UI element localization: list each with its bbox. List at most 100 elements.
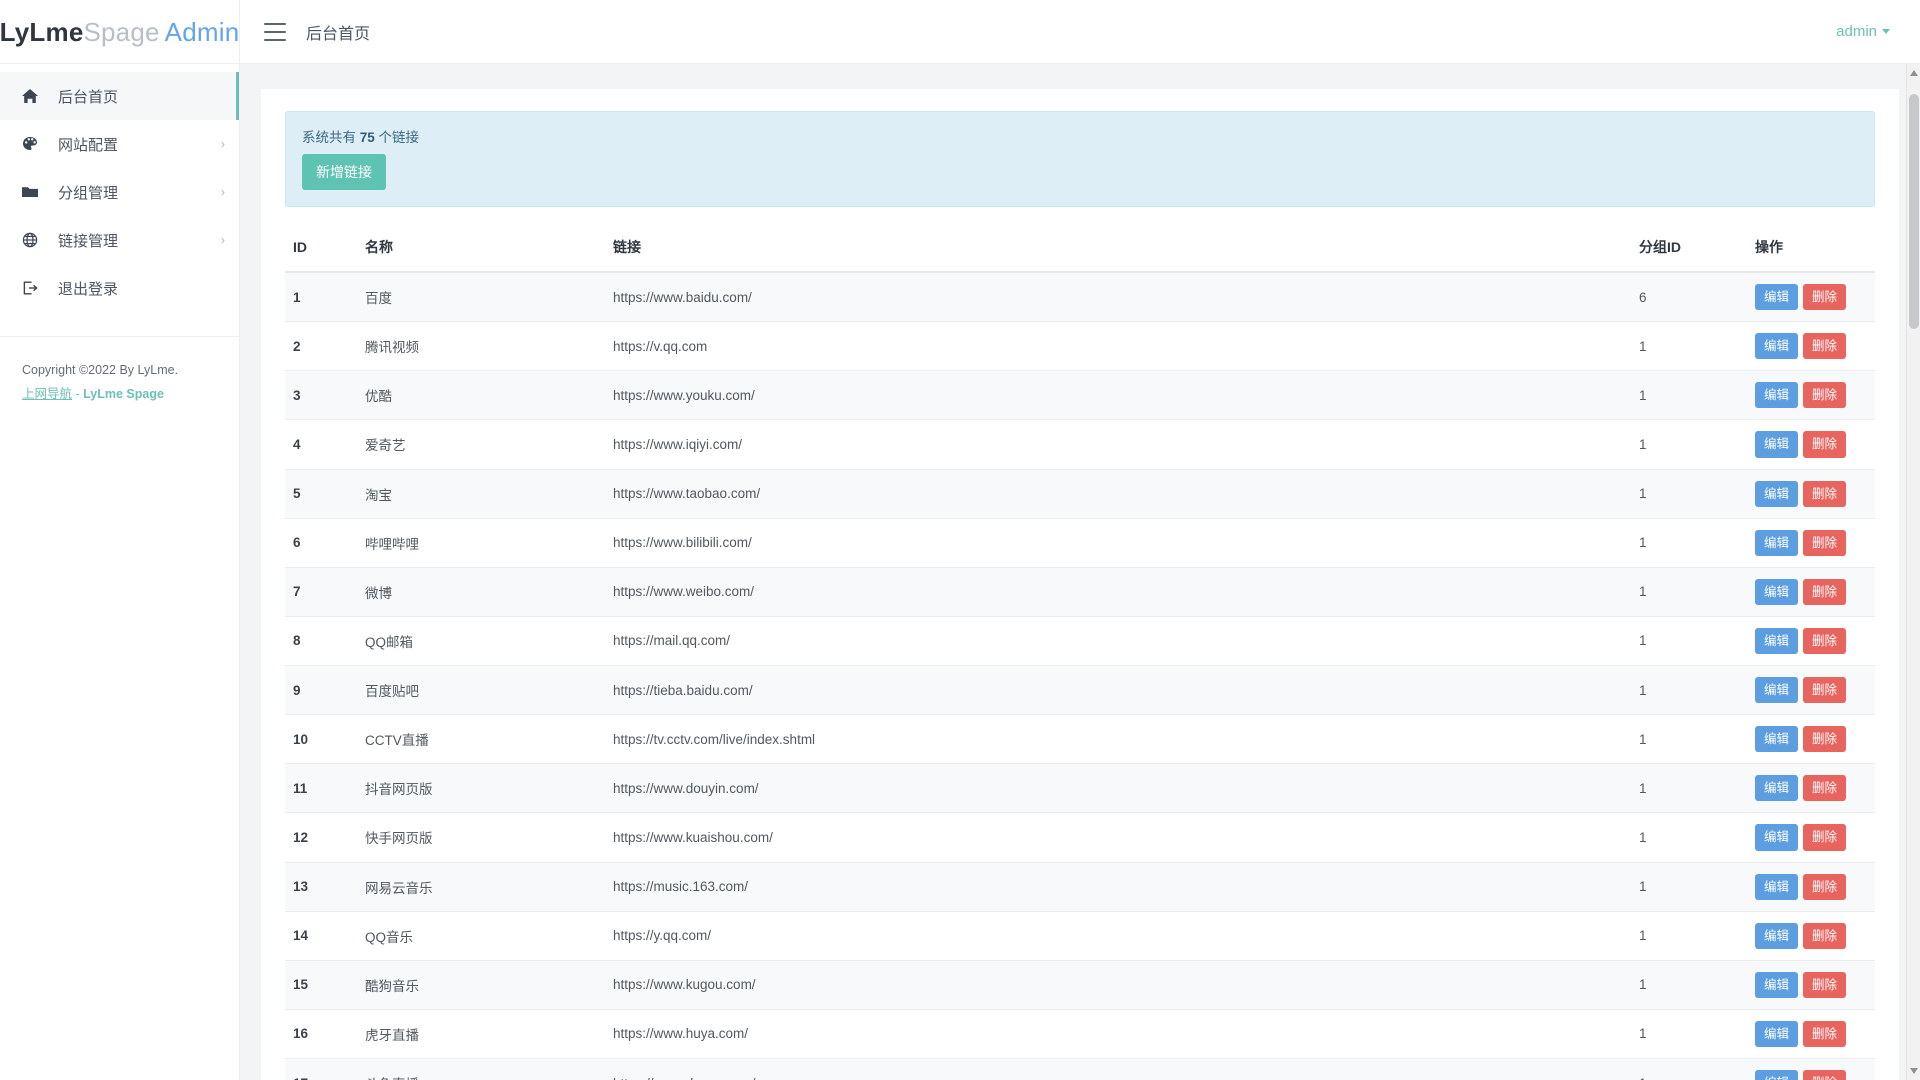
edit-button[interactable]: 编辑 (1755, 726, 1799, 753)
edit-button[interactable]: 编辑 (1755, 775, 1799, 802)
cell-group-id: 6 (1631, 272, 1747, 323)
edit-button[interactable]: 编辑 (1755, 627, 1799, 654)
cell-link: https://www.huya.com/ (605, 1009, 1631, 1060)
delete-button[interactable]: 删除 (1803, 627, 1847, 654)
cell-name: 虎牙直播 (357, 1009, 605, 1060)
cell-name: 百度 (357, 272, 605, 323)
delete-button[interactable]: 删除 (1803, 824, 1847, 851)
sidebar-item-logout[interactable]: 退出登录 (0, 264, 239, 312)
header-link: 链接 (605, 227, 1631, 273)
breadcrumb: 后台首页 (306, 25, 371, 43)
table-row: 8 QQ邮箱 https://mail.qq.com/1 编辑 删除 (285, 616, 1875, 667)
hamburger-bar (264, 30, 286, 33)
table-row: 16 虎牙直播 https://www.huya.com/1 编辑 删除 (285, 1009, 1875, 1060)
edit-button[interactable]: 编辑 (1755, 578, 1799, 605)
delete-button[interactable]: 删除 (1803, 1070, 1847, 1080)
delete-button[interactable]: 删除 (1803, 333, 1847, 360)
cell-actions: 编辑删除 (1747, 911, 1875, 961)
sidebar-divider (0, 336, 239, 337)
cell-group-id: 1 (1631, 763, 1747, 814)
edit-button[interactable]: 编辑 (1755, 1070, 1799, 1080)
edit-button[interactable]: 编辑 (1755, 922, 1799, 949)
cell-name: 快手网页版 (357, 812, 605, 863)
cell-name: CCTV直播 (357, 714, 605, 765)
edit-button[interactable]: 编辑 (1755, 431, 1799, 458)
brand-logo[interactable]: LyLme Spage Admin (0, 0, 240, 64)
table-row: 3 优酷 https://www.youku.com/1 编辑 删除 (285, 370, 1875, 421)
copyright-text: Copyright ©2022 By LyLme. (22, 363, 179, 377)
delete-button[interactable]: 删除 (1803, 431, 1847, 458)
delete-button[interactable]: 删除 (1803, 775, 1847, 802)
hamburger-icon[interactable] (264, 22, 286, 41)
cell-link: https://www.iqiyi.com/ (605, 419, 1631, 470)
delete-button[interactable]: 删除 (1803, 480, 1847, 507)
edit-button[interactable]: 编辑 (1755, 382, 1799, 409)
scroll-down-icon[interactable] (1910, 1068, 1918, 1074)
footer-nav-link[interactable]: 上网导航 (22, 386, 73, 401)
cell-name: 酷狗音乐 (357, 960, 605, 1010)
folder-icon (22, 184, 44, 200)
cell-id: 17 (285, 1058, 357, 1080)
delete-button[interactable]: 删除 (1803, 922, 1847, 949)
cell-id: 11 (285, 763, 357, 814)
delete-button[interactable]: 删除 (1803, 578, 1847, 605)
cell-name: 网易云音乐 (357, 862, 605, 912)
delete-button[interactable]: 删除 (1803, 873, 1847, 900)
sidebar-item-label: 网站配置 (58, 136, 119, 154)
cell-actions: 编辑删除 (1747, 960, 1875, 1010)
cell-actions: 编辑删除 (1747, 518, 1875, 568)
edit-button[interactable]: 编辑 (1755, 971, 1799, 998)
header-action: 操作 (1747, 227, 1875, 273)
add-link-button[interactable]: 新增链接 (302, 154, 386, 190)
cell-actions: 编辑删除 (1747, 272, 1875, 323)
table-row: 2 腾讯视频 https://v.qq.com 1 编辑 删除 (285, 321, 1875, 372)
edit-button[interactable]: 编辑 (1755, 284, 1799, 311)
cell-id: 13 (285, 862, 357, 912)
delete-button[interactable]: 删除 (1803, 529, 1847, 556)
cell-group-id: 1 (1631, 714, 1747, 765)
brand-part-spage: Spage (83, 16, 160, 47)
edit-button[interactable]: 编辑 (1755, 677, 1799, 704)
edit-button[interactable]: 编辑 (1755, 480, 1799, 507)
footer-brand-link[interactable]: LyLme Spage (83, 386, 164, 401)
cell-actions: 编辑删除 (1747, 469, 1875, 519)
delete-button[interactable]: 删除 (1803, 726, 1847, 753)
cell-actions: 编辑删除 (1747, 1009, 1875, 1060)
cell-id: 12 (285, 812, 357, 863)
vertical-scrollbar[interactable] (1906, 64, 1920, 1080)
cell-id: 6 (285, 518, 357, 568)
scroll-up-icon[interactable] (1910, 70, 1918, 76)
cell-id: 7 (285, 567, 357, 617)
delete-button[interactable]: 删除 (1803, 382, 1847, 409)
cell-link: https://www.bilibili.com/ (605, 518, 1631, 568)
cell-actions: 编辑删除 (1747, 616, 1875, 667)
scrollbar-thumb[interactable] (1909, 94, 1919, 329)
header-group: 分组ID (1631, 227, 1747, 273)
edit-button[interactable]: 编辑 (1755, 333, 1799, 360)
table-row: 11 抖音网页版 https://www.douyin.com/1 编辑 删除 (285, 763, 1875, 814)
cell-name: 斗鱼直播 (357, 1058, 605, 1080)
link-count-value: 75 (359, 130, 375, 145)
cell-id: 8 (285, 616, 357, 667)
delete-button[interactable]: 删除 (1803, 1020, 1847, 1047)
cell-id: 16 (285, 1009, 357, 1060)
edit-button[interactable]: 编辑 (1755, 1020, 1799, 1047)
delete-button[interactable]: 删除 (1803, 284, 1847, 311)
delete-button[interactable]: 删除 (1803, 677, 1847, 704)
sidebar: 后台首页 网站配置 › 分组管理 › (0, 64, 240, 1080)
cell-name: 爱奇艺 (357, 419, 605, 470)
edit-button[interactable]: 编辑 (1755, 529, 1799, 556)
table-row: 9 百度贴吧 https://tieba.baidu.com/1 编辑 删除 (285, 665, 1875, 716)
edit-button[interactable]: 编辑 (1755, 824, 1799, 851)
sidebar-item-link-manage[interactable]: 链接管理 › (0, 216, 239, 264)
sidebar-item-dashboard[interactable]: 后台首页 (0, 72, 239, 120)
sidebar-item-group-manage[interactable]: 分组管理 › (0, 168, 239, 216)
user-menu[interactable]: admin (1836, 23, 1890, 40)
sidebar-item-site-config[interactable]: 网站配置 › (0, 120, 239, 168)
table-row: 15 酷狗音乐 https://www.kugou.com/1 编辑 删除 (285, 960, 1875, 1010)
edit-button[interactable]: 编辑 (1755, 873, 1799, 900)
cell-actions: 编辑删除 (1747, 419, 1875, 470)
delete-button[interactable]: 删除 (1803, 971, 1847, 998)
